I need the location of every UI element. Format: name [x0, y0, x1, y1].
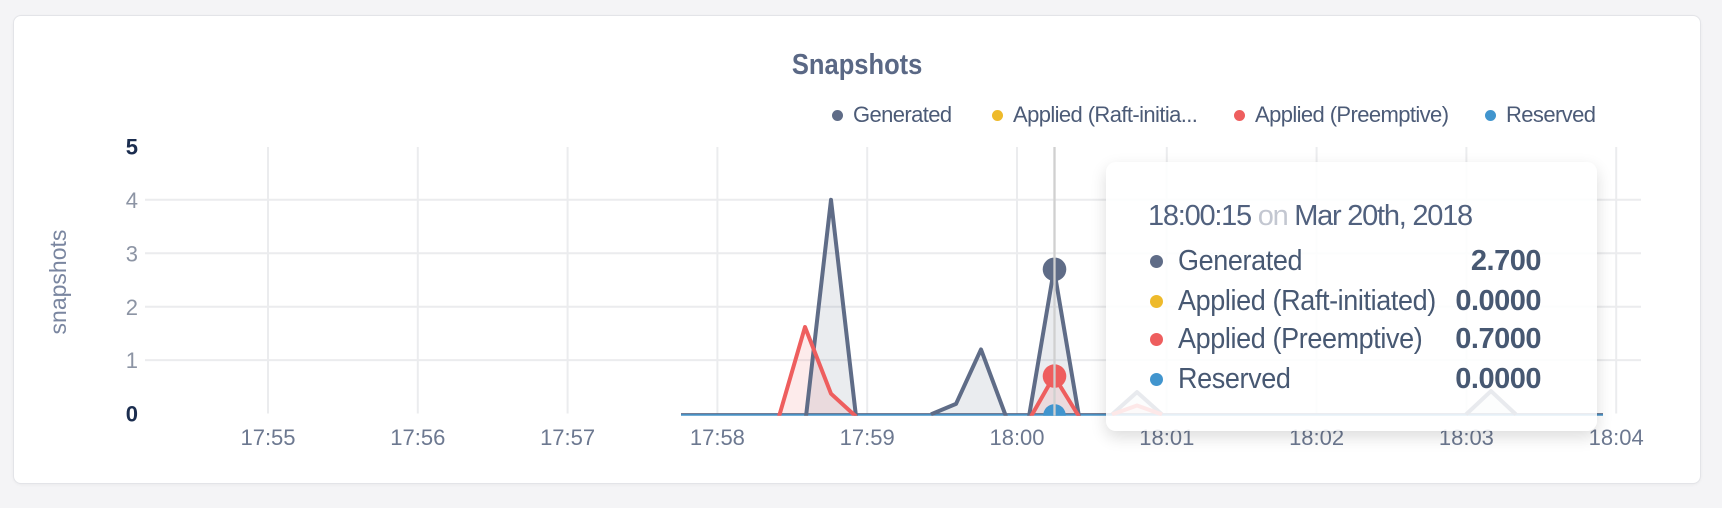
svg-text:2: 2 — [126, 295, 138, 320]
svg-text:1: 1 — [126, 348, 138, 373]
svg-text:snapshots: snapshots — [45, 230, 71, 335]
svg-text:5: 5 — [126, 135, 138, 160]
svg-text:18:00: 18:00 — [989, 425, 1044, 450]
svg-text:17:55: 17:55 — [240, 425, 295, 450]
svg-text:17:58: 17:58 — [690, 425, 745, 450]
svg-text:17:59: 17:59 — [840, 425, 895, 450]
svg-text:0: 0 — [126, 402, 138, 427]
svg-text:17:56: 17:56 — [390, 425, 445, 450]
svg-text:18:04: 18:04 — [1589, 425, 1644, 450]
svg-text:17:57: 17:57 — [540, 425, 595, 450]
svg-text:3: 3 — [126, 241, 138, 266]
svg-text:4: 4 — [126, 188, 138, 213]
